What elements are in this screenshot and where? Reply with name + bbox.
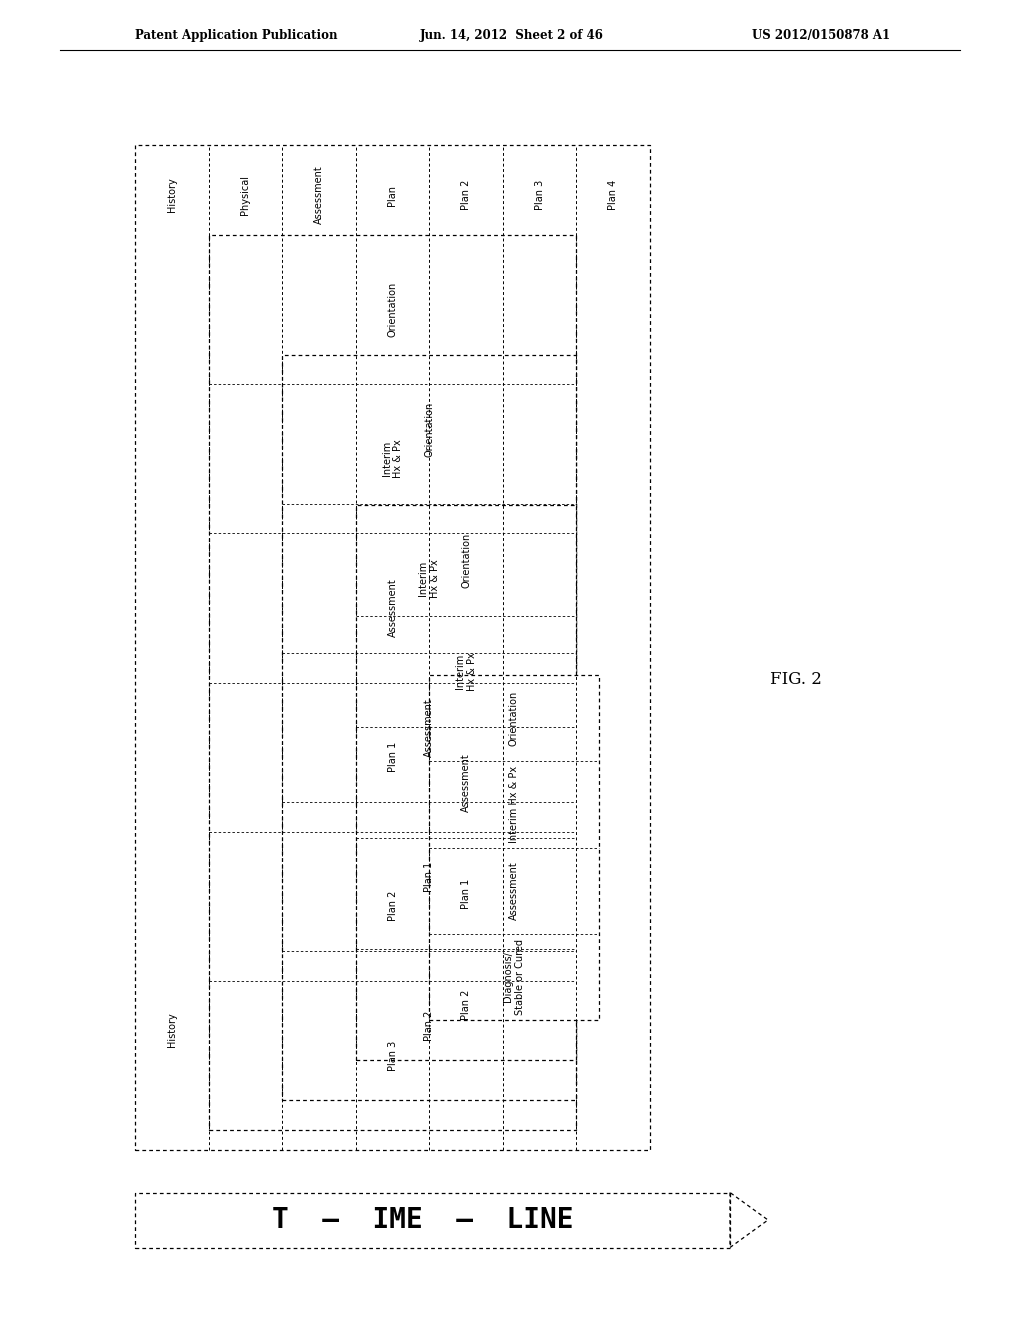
Text: History: History: [167, 178, 177, 213]
Bar: [355, 506, 577, 1060]
Text: Assessment: Assessment: [461, 754, 471, 812]
Text: Interim
Hx & Px: Interim Hx & Px: [382, 440, 403, 478]
Text: Plan 2: Plan 2: [461, 180, 471, 210]
Text: FIG. 2: FIG. 2: [770, 672, 822, 689]
Text: Plan 1: Plan 1: [424, 862, 434, 891]
Bar: [135, 1192, 730, 1247]
Text: Assessment: Assessment: [314, 165, 324, 224]
Text: Plan 4: Plan 4: [608, 180, 618, 210]
Text: Plan: Plan: [387, 185, 397, 206]
Text: T  –  IME  –  LINE: T – IME – LINE: [271, 1206, 573, 1234]
Text: Plan 3: Plan 3: [535, 180, 545, 210]
Text: Orientation: Orientation: [424, 401, 434, 457]
Text: Interim
Hx & Px: Interim Hx & Px: [456, 652, 477, 690]
Bar: [283, 355, 577, 1100]
Text: Diagnosis/
Stable or Cured: Diagnosis/ Stable or Cured: [503, 939, 524, 1015]
Text: Plan 2: Plan 2: [461, 989, 471, 1019]
Text: Plan 2: Plan 2: [387, 891, 397, 921]
Bar: [429, 675, 598, 1020]
Bar: [135, 145, 650, 1150]
Text: History: History: [167, 1012, 177, 1047]
Text: Interim
Hx & Px: Interim Hx & Px: [419, 560, 440, 598]
Text: Plan 2: Plan 2: [424, 1010, 434, 1040]
Text: Physical: Physical: [241, 176, 250, 215]
Text: Orientation: Orientation: [509, 690, 519, 746]
Text: Assessment: Assessment: [424, 698, 434, 756]
Text: Patent Application Publication: Patent Application Publication: [135, 29, 338, 41]
Text: US 2012/0150878 A1: US 2012/0150878 A1: [752, 29, 890, 41]
Text: Orientation: Orientation: [387, 282, 397, 337]
Bar: [209, 235, 577, 1130]
Text: Plan 1: Plan 1: [387, 742, 397, 772]
Text: Plan 3: Plan 3: [387, 1040, 397, 1071]
Text: Plan 1: Plan 1: [461, 878, 471, 908]
Text: Orientation: Orientation: [461, 533, 471, 589]
Text: Interim Hx & Px: Interim Hx & Px: [509, 766, 519, 843]
Text: Jun. 14, 2012  Sheet 2 of 46: Jun. 14, 2012 Sheet 2 of 46: [420, 29, 604, 41]
Text: Assessment: Assessment: [509, 861, 519, 920]
Text: Assessment: Assessment: [387, 578, 397, 638]
